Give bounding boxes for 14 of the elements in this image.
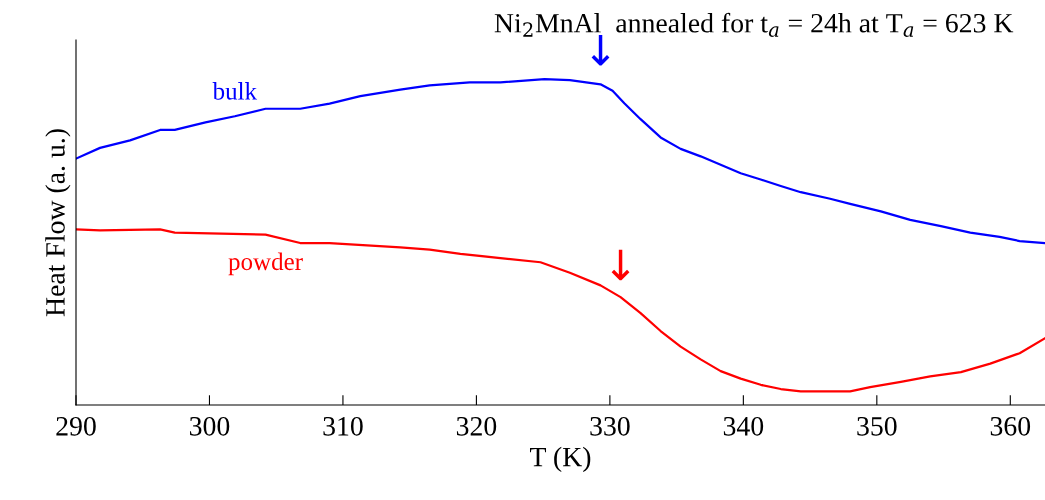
annotation: ↓ <box>611 249 630 281</box>
x-tick-label: 320 <box>456 416 497 436</box>
x-tick-label: 360 <box>990 416 1031 436</box>
y-axis-title: Heat Flow (a. u.) <box>45 129 71 317</box>
series-label: bulk <box>212 82 258 100</box>
series-label: powder <box>228 252 303 276</box>
x-tick-label: 310 <box>323 416 363 436</box>
x-tick-label: 290 <box>56 416 96 436</box>
x-tick-label: 300 <box>189 416 230 436</box>
x-tick-label: 350 <box>857 416 897 436</box>
annotation: ↓ <box>591 34 610 66</box>
x-tick-label: 330 <box>590 416 630 436</box>
x-tick-label: 340 <box>723 416 764 436</box>
x-axis-title: T (K) <box>530 446 591 473</box>
